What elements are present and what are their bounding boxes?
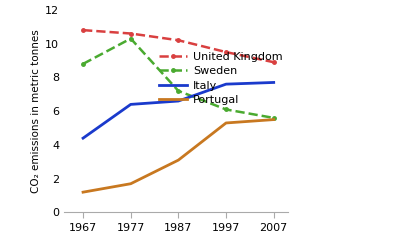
Y-axis label: CO₂ emissions in metric tonnes: CO₂ emissions in metric tonnes — [31, 29, 41, 193]
Line: Sweden: Sweden — [80, 35, 277, 121]
Legend: United Kingdom, Sweden, Italy, Portugal: United Kingdom, Sweden, Italy, Portugal — [160, 52, 282, 105]
Portugal — [128, 182, 133, 185]
Italy — [176, 100, 181, 103]
Italy — [128, 103, 133, 106]
Sweden — [128, 37, 133, 40]
Italy — [81, 137, 86, 140]
Line: United Kingdom: United Kingdom — [80, 27, 277, 66]
United Kingdom — [224, 51, 228, 54]
Italy — [271, 81, 276, 84]
Portugal — [271, 118, 276, 121]
Portugal — [176, 159, 181, 162]
United Kingdom — [81, 29, 86, 32]
United Kingdom — [128, 32, 133, 35]
Portugal — [81, 191, 86, 194]
United Kingdom — [176, 39, 181, 42]
Italy — [224, 83, 228, 86]
Portugal — [224, 122, 228, 124]
United Kingdom — [271, 61, 276, 64]
Line: Portugal: Portugal — [83, 120, 274, 192]
Sweden — [176, 89, 181, 92]
Sweden — [224, 108, 228, 111]
Sweden — [81, 62, 86, 65]
Line: Italy: Italy — [83, 82, 274, 138]
Sweden — [271, 116, 276, 119]
